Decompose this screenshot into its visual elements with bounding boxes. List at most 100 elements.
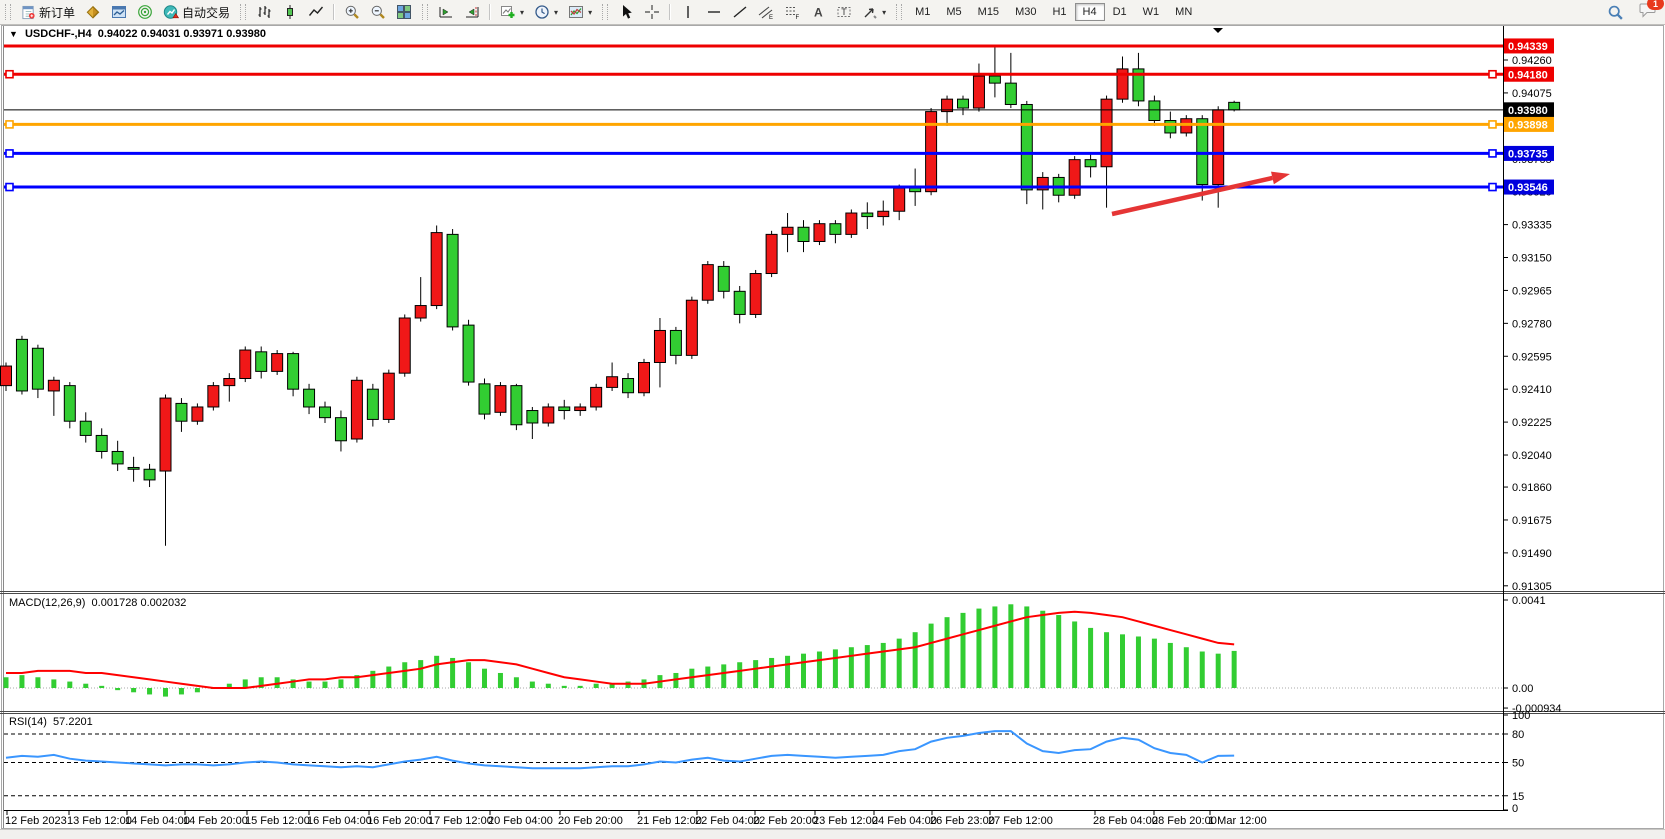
- candle-body: [701, 264, 714, 301]
- horizontal-line-tool-button[interactable]: [701, 2, 727, 22]
- vertical-line-tool-button[interactable]: [675, 2, 701, 22]
- candle-body: [494, 385, 507, 413]
- tile-windows-button[interactable]: [391, 2, 417, 22]
- bar-chart-mode-button[interactable]: [251, 2, 277, 22]
- hline-anchor[interactable]: [1488, 149, 1497, 158]
- macd-histogram-bar: [35, 677, 41, 688]
- tab-timeframe-m15[interactable]: M15: [977, 6, 1000, 18]
- collapse-triangle-icon[interactable]: ▼: [9, 29, 18, 39]
- macd-histogram-bar: [115, 688, 121, 691]
- tab-timeframe-d1[interactable]: D1: [1112, 6, 1127, 18]
- trendline-tool-button[interactable]: [727, 2, 753, 22]
- macd-histogram-bar: [1151, 638, 1157, 688]
- hline-anchor[interactable]: [1488, 182, 1497, 192]
- candle-body: [47, 379, 60, 392]
- toolbar-grip[interactable]: [422, 4, 429, 20]
- candle-body: [733, 290, 746, 315]
- trendline-icon: [733, 6, 747, 18]
- zoom-out-button[interactable]: [365, 2, 391, 22]
- tab-timeframe-m1[interactable]: M1: [915, 6, 931, 18]
- auto-scroll-button[interactable]: [433, 2, 459, 22]
- macd-signal-line: [6, 610, 1235, 689]
- toolbar-grip[interactable]: [602, 4, 609, 20]
- candle-body: [653, 329, 666, 363]
- hline-anchor[interactable]: [1488, 69, 1497, 79]
- candle-body: [159, 397, 172, 472]
- strategy-signal-button[interactable]: [132, 2, 158, 22]
- cursor-tool-button[interactable]: [613, 2, 639, 22]
- price-tick-label: 0.92040: [1512, 450, 1552, 462]
- candle-body: [813, 223, 826, 242]
- annotation-arrow-shaft[interactable]: [1111, 175, 1273, 217]
- macd-histogram-bar: [529, 681, 535, 688]
- rsi-tick-label: 50: [1512, 758, 1524, 770]
- annotation-arrow-head[interactable]: [1271, 171, 1290, 185]
- arrows-tool-button[interactable]: ▾: [857, 2, 891, 22]
- candle-chart-mode-button[interactable]: [277, 2, 303, 22]
- macd-histogram-bar: [290, 679, 296, 688]
- candle-body: [63, 385, 76, 422]
- macd-histogram-bar: [1135, 636, 1141, 688]
- time-axis-label: 26 Feb 23:00: [930, 815, 995, 827]
- hline-anchor[interactable]: [1488, 120, 1497, 129]
- macd-histogram-bar: [338, 679, 344, 688]
- text-label-tool-button[interactable]: T: [831, 2, 857, 22]
- line-chart-mode-button[interactable]: [303, 2, 329, 22]
- zoom-in-button[interactable]: [339, 2, 365, 22]
- candle-body: [638, 361, 650, 394]
- candle-body: [526, 410, 539, 424]
- search-button[interactable]: [1602, 2, 1629, 22]
- macd-tick-label: 0.00: [1512, 683, 1533, 695]
- macd-histogram-bar: [1231, 650, 1237, 688]
- notifications-button[interactable]: 1: [1639, 0, 1664, 23]
- bar-chart-icon: [258, 6, 271, 18]
- hline-anchor[interactable]: [5, 149, 14, 158]
- time-axis-label: 16 Feb 04:00: [307, 815, 372, 827]
- template-button[interactable]: ▾: [563, 2, 597, 22]
- candle-body: [1004, 82, 1017, 105]
- candle-body: [781, 226, 794, 235]
- channel-tool-button[interactable]: E: [753, 2, 779, 22]
- chart-shift-button[interactable]: [459, 2, 485, 22]
- toolbar-grip[interactable]: [896, 4, 903, 20]
- candle-body: [1228, 101, 1241, 111]
- macd-histogram-bar: [354, 675, 360, 688]
- tab-timeframe-w1[interactable]: W1: [1142, 6, 1160, 18]
- tab-timeframe-h4[interactable]: H4: [1074, 3, 1105, 21]
- price-badge-label: 0.94339: [1508, 41, 1548, 53]
- macd-histogram-bar: [1120, 634, 1125, 688]
- hline-anchor[interactable]: [5, 182, 14, 192]
- periods-button[interactable]: ▾: [529, 2, 563, 22]
- crosshair-tool-button[interactable]: [639, 2, 665, 22]
- time-axis-label: 16 Feb 20:00: [367, 815, 432, 827]
- macd-histogram-bar: [1199, 651, 1205, 688]
- tab-timeframe-m30[interactable]: M30: [1015, 6, 1037, 18]
- indicators-button[interactable]: ▾: [495, 2, 529, 22]
- toolbar-grip[interactable]: [5, 4, 11, 20]
- market-watch-button[interactable]: [80, 2, 106, 22]
- tab-timeframe-m5[interactable]: M5: [946, 6, 962, 18]
- candle-body: [845, 212, 858, 235]
- macd-histogram-bar: [753, 660, 759, 688]
- toolbar-separator: [669, 4, 672, 20]
- candle-body: [877, 210, 890, 218]
- svg-text:F: F: [796, 15, 800, 20]
- price-tick-label: 0.94075: [1512, 88, 1552, 100]
- fibonacci-tool-button[interactable]: F: [779, 2, 805, 22]
- candle-body: [717, 265, 730, 292]
- scroll-marker-triangle[interactable]: [1213, 28, 1223, 33]
- new-order-button[interactable]: 新订单: [16, 2, 80, 22]
- auto-trading-button[interactable]: 自动交易: [158, 2, 235, 22]
- price-badge-label: 0.94180: [1508, 69, 1548, 81]
- text-tool-button[interactable]: A: [805, 2, 831, 22]
- candle-body: [669, 329, 682, 356]
- macd-histogram-bar: [3, 677, 9, 688]
- tab-timeframe-h1[interactable]: H1: [1052, 6, 1067, 18]
- tab-timeframe-mn[interactable]: MN: [1175, 6, 1193, 18]
- hline-anchor[interactable]: [5, 69, 14, 79]
- data-window-button[interactable]: [106, 2, 132, 22]
- hline-anchor[interactable]: [5, 120, 14, 129]
- equidistant-channel-icon: E: [758, 6, 773, 20]
- toolbar-grip[interactable]: [240, 4, 247, 20]
